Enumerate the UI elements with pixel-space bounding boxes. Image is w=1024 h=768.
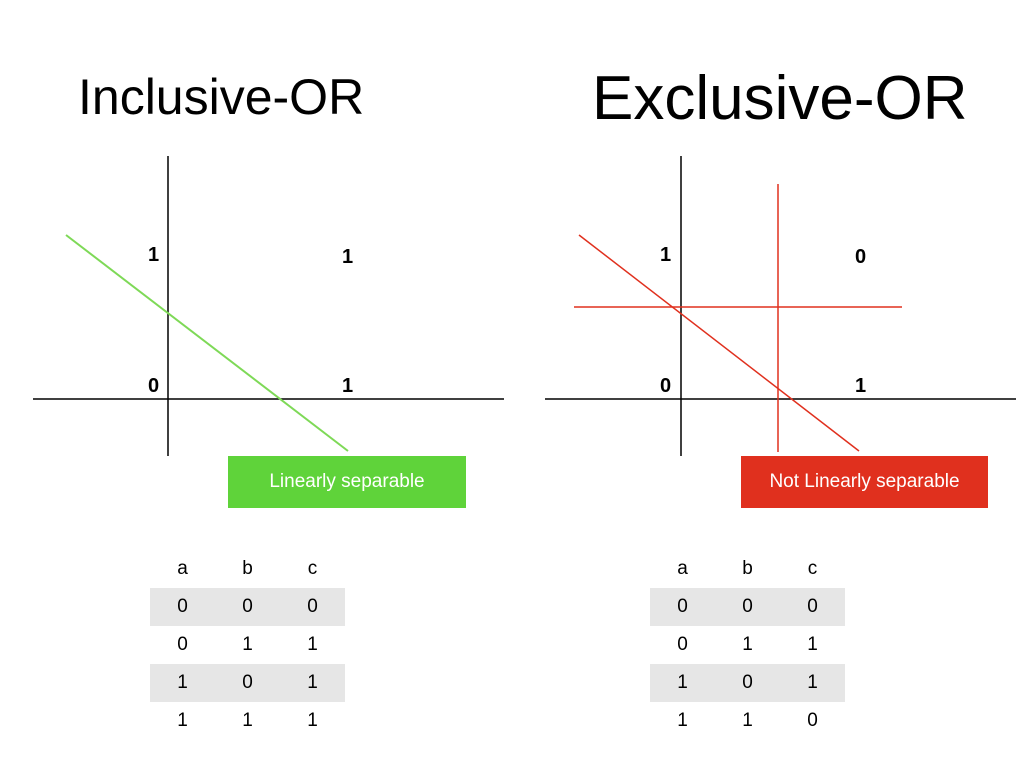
point-label-0-0: 0 — [148, 375, 159, 397]
table-cell: 1 — [242, 710, 253, 731]
exclusive-or-truth-table: a b c 0 0 0 0 1 1 1 0 1 1 1 0 — [650, 550, 845, 740]
exclusive-or-plot: 1 0 0 1 — [545, 156, 1016, 456]
point-label-0-0: 0 — [660, 375, 671, 397]
point-label-1-1: 0 — [855, 246, 866, 268]
table-cell: 0 — [780, 588, 845, 626]
column-header-c: c — [807, 558, 818, 579]
inclusive-or-plot: 1 1 0 1 — [33, 156, 504, 456]
column-header-b: b — [242, 558, 253, 579]
table-row: 0 0 0 — [150, 588, 345, 626]
table-row: 1 1 1 — [150, 702, 345, 740]
table-cell: 0 — [807, 710, 818, 731]
table-row: 1 1 0 — [650, 702, 845, 740]
table-cell: 0 — [150, 588, 215, 626]
table-cell: 1 — [780, 664, 845, 702]
table-cell: 1 — [150, 664, 215, 702]
table-cell: 0 — [715, 664, 780, 702]
table-cell: 1 — [242, 634, 253, 655]
point-label-1-0: 1 — [342, 375, 353, 397]
table-cell: 1 — [177, 710, 188, 731]
point-label-0-1: 1 — [148, 244, 159, 266]
linearly-separable-badge: Linearly separable — [228, 456, 466, 508]
table-row: 1 0 1 — [150, 664, 345, 702]
table-cell: 1 — [742, 634, 753, 655]
table-cell: 0 — [677, 634, 688, 655]
not-linearly-separable-badge: Not Linearly separable — [741, 456, 988, 508]
table-cell: 0 — [650, 588, 715, 626]
table-row: 1 0 1 — [650, 664, 845, 702]
table-cell: 1 — [307, 710, 318, 731]
table-header-row: a b c — [150, 550, 345, 588]
decision-boundary-line — [65, 234, 349, 452]
table-row: 0 1 1 — [650, 626, 845, 664]
inclusive-or-truth-table: a b c 0 0 0 0 1 1 1 0 1 1 1 1 — [150, 550, 345, 740]
table-cell: 1 — [280, 664, 345, 702]
table-cell: 0 — [280, 588, 345, 626]
point-label-1-1: 1 — [342, 246, 353, 268]
table-row: 0 0 0 — [650, 588, 845, 626]
table-cell: 1 — [307, 634, 318, 655]
column-header-b: b — [742, 558, 753, 579]
table-cell: 1 — [650, 664, 715, 702]
table-cell: 0 — [215, 588, 280, 626]
table-cell: 0 — [177, 634, 188, 655]
point-label-1-0: 1 — [855, 375, 866, 397]
exclusive-or-title: Exclusive-OR — [592, 64, 968, 133]
column-header-c: c — [307, 558, 318, 579]
table-header-row: a b c — [650, 550, 845, 588]
column-header-a: a — [177, 558, 188, 579]
diagonal-boundary-line — [578, 234, 860, 452]
table-cell: 1 — [807, 634, 818, 655]
inclusive-or-panel: Inclusive-OR 1 1 0 1 Linearly separable … — [33, 69, 504, 740]
inclusive-or-title: Inclusive-OR — [78, 69, 365, 125]
point-label-0-1: 1 — [660, 244, 671, 266]
column-header-a: a — [677, 558, 688, 579]
table-cell: 1 — [742, 710, 753, 731]
table-row: 0 1 1 — [150, 626, 345, 664]
table-cell: 0 — [215, 664, 280, 702]
table-cell: 0 — [715, 588, 780, 626]
table-cell: 1 — [677, 710, 688, 731]
exclusive-or-panel: Exclusive-OR 1 0 0 1 Not Linearly separa… — [512, 0, 1024, 768]
